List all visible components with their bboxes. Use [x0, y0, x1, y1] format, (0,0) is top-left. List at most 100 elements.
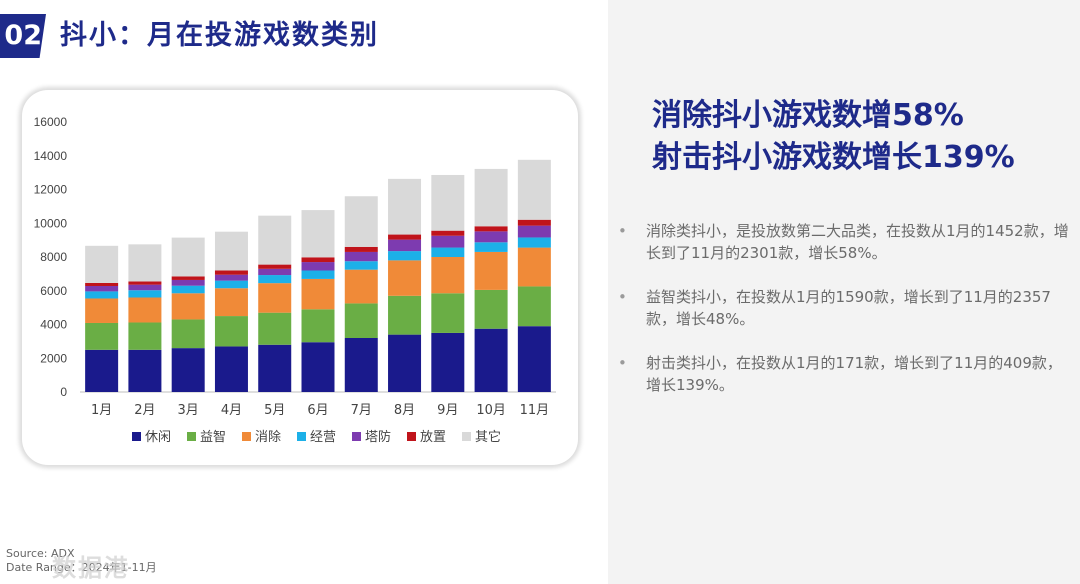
bar-segment: [517, 225, 551, 238]
bar-segment: [388, 178, 422, 235]
bar-segment: [344, 251, 378, 262]
bar-segment: [258, 215, 292, 265]
bar-segment: [344, 338, 378, 392]
bar-segment: [128, 322, 162, 350]
date-range-text: Date Range：2024年1-11月: [6, 561, 157, 574]
x-tick-label: 5月: [264, 403, 285, 418]
legend-label: 放置: [420, 430, 446, 445]
bar-segment: [214, 346, 248, 392]
bar-segment: [388, 260, 422, 296]
bar-segment: [388, 334, 422, 392]
bar-segment: [431, 235, 465, 248]
bar-segment: [517, 237, 551, 248]
bullet-item: • 消除类抖小，是投放数第二大品类，在投数从1月的1452款，增长到了11月的2…: [618, 220, 1074, 264]
bar-segment: [344, 303, 378, 338]
bar-segment: [517, 326, 551, 392]
bullet-text: 消除类抖小，是投放数第二大品类，在投数从1月的1452款，增长到了11月的230…: [646, 222, 1069, 262]
stacked-bar-chart: 0 2000 4000 6000 8000 10000 12000 14000 16000 1月 2…: [34, 115, 556, 445]
bar-segment: [474, 226, 508, 232]
bar-segment: [85, 245, 119, 283]
bar-segment: [301, 309, 335, 343]
bar-segment: [171, 319, 205, 349]
right-panel: [608, 0, 1080, 584]
bar-segment: [214, 316, 248, 347]
bar-segment: [431, 174, 465, 231]
y-tick-label: 8000: [40, 250, 67, 264]
bar-segment: [474, 289, 508, 329]
bar-segment: [474, 242, 508, 252]
y-tick-label: 0: [60, 385, 67, 399]
bar-segment: [431, 293, 465, 333]
bar-segment: [388, 295, 422, 335]
legend-swatch: [407, 432, 416, 441]
legend-label: 经营: [310, 430, 336, 445]
x-tick-label: 7月: [351, 403, 372, 418]
legend-swatch: [352, 432, 361, 441]
bar-segment: [517, 219, 551, 226]
bar-segment: [517, 247, 551, 287]
watermark-text: 数据港: [52, 554, 130, 582]
bar-segment: [301, 342, 335, 392]
bullet-item: • 益智类抖小，在投数从1月的1590款，增长到了11月的2357款，增长48%…: [618, 286, 1074, 330]
bar-segment: [431, 332, 465, 392]
bar-segment: [128, 290, 162, 298]
x-tick-label: 6月: [307, 403, 328, 418]
bar-segment: [171, 237, 205, 277]
bar-segment: [171, 276, 205, 280]
bar-segment: [214, 274, 248, 281]
bar-segment: [301, 210, 335, 258]
bar-segment: [431, 257, 465, 294]
bar-segment: [301, 270, 335, 279]
bar-segment: [171, 279, 205, 286]
x-tick-label: 10月: [476, 403, 506, 418]
bar-segment: [431, 230, 465, 236]
bar-segment: [171, 293, 205, 320]
bullet-item: • 射击类抖小，在投数从1月的171款，增长到了11月的409款，增长139%。: [618, 352, 1074, 396]
x-tick-label: 8月: [394, 403, 415, 418]
legend-swatch: [132, 432, 141, 441]
page-title: 抖小：月在投游戏数类别: [60, 20, 379, 51]
bar-segment: [474, 231, 508, 243]
y-tick-label: 10000: [34, 216, 68, 230]
bar-segment: [85, 291, 119, 299]
x-tick-label: 11月: [520, 403, 550, 418]
section-badge: 02: [0, 14, 46, 58]
bullet-dot-icon: •: [618, 288, 627, 306]
legend-label: 其它: [475, 429, 501, 445]
y-tick-label: 2000: [40, 351, 67, 365]
legend-label: 塔防: [365, 429, 391, 445]
x-tick-label: 4月: [221, 403, 242, 418]
bar-segment: [474, 328, 508, 392]
watermark-logo: 数据港: [52, 548, 130, 583]
bar-segment: [214, 270, 248, 275]
legend-label: 消除: [255, 430, 281, 445]
bar-segment: [128, 349, 162, 392]
bar-segment: [214, 231, 248, 271]
bar-segment: [214, 280, 248, 289]
bar-segment: [85, 285, 119, 292]
y-tick-label: 6000: [40, 284, 67, 298]
legend-swatch: [187, 432, 196, 441]
bar-segment: [85, 282, 119, 286]
x-tick-label: 2月: [134, 403, 155, 418]
bar-segment: [431, 247, 465, 257]
bar-segment: [474, 168, 508, 227]
source-text: Source: ADX: [6, 547, 75, 560]
footer: Source: ADX Date Range：2024年1-11月: [6, 547, 157, 575]
bullet-text: 益智类抖小，在投数从1月的1590款，增长到了11月的2357款，增长48%。: [646, 288, 1051, 328]
bar-segment: [388, 251, 422, 261]
bar-segment: [128, 297, 162, 323]
bar-segment: [214, 288, 248, 317]
bar-segment: [128, 244, 162, 282]
legend-swatch: [242, 432, 251, 441]
legend-label: 益智: [200, 430, 226, 445]
y-tick-label: 16000: [34, 115, 68, 129]
x-tick-label: 9月: [437, 403, 458, 418]
x-tick-label: 1月: [91, 403, 112, 418]
y-tick-label: 12000: [34, 183, 68, 197]
x-tick-label: 3月: [178, 403, 199, 418]
chart-card: 0 2000 4000 6000 8000 10000 12000 14000 16000 1月 2…: [22, 90, 578, 465]
bar-segment: [85, 298, 119, 323]
bar-segment: [301, 257, 335, 263]
bar-segment: [128, 284, 162, 291]
